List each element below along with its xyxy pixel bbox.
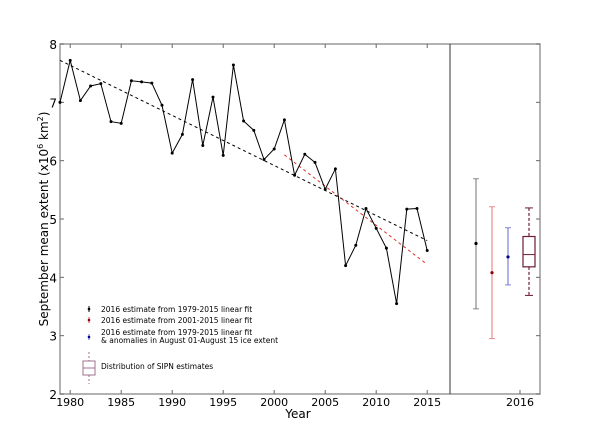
legend-label-3b: & anomalies in August 01-August 15 ice e… xyxy=(101,336,278,345)
x-tick-label: 2000 xyxy=(260,396,288,409)
y-tick-label: 6 xyxy=(49,155,57,169)
data-point xyxy=(78,99,82,103)
data-point xyxy=(221,153,225,157)
data-point xyxy=(374,226,378,230)
data-point xyxy=(58,100,62,104)
data-point xyxy=(129,79,133,83)
data-point xyxy=(201,144,205,147)
data-point xyxy=(323,187,327,191)
axes: 1980 1985 1990 1995 2000 2005 2010 2015 2 3 4 5 6 7 8 2… xyxy=(49,38,541,409)
legend-marker-2 xyxy=(87,318,91,322)
data-point xyxy=(282,118,286,122)
data-point xyxy=(242,119,246,123)
panel-2016 xyxy=(473,178,536,340)
data-point xyxy=(191,78,195,82)
fit-line-2 xyxy=(284,154,428,265)
legend-label-4: Distribution of SIPN estimates xyxy=(101,362,213,371)
estimate-marker-2 xyxy=(490,271,494,275)
data-point xyxy=(160,103,164,107)
data-point xyxy=(68,58,72,62)
data-point xyxy=(415,207,419,210)
legend-label-2: 2016 estimate from 2001-2015 linear fit xyxy=(101,316,252,325)
x-tick-label: 1995 xyxy=(209,396,237,409)
legend-label-1: 2016 estimate from 1979-2015 linear fit xyxy=(101,305,252,314)
sipn-box xyxy=(522,235,536,268)
x-tick-label: 2015 xyxy=(413,396,441,409)
x-tick-label: 1990 xyxy=(158,396,186,409)
data-point xyxy=(150,81,154,85)
x-tick-label: 2010 xyxy=(362,396,390,409)
x-tick-label: 1980 xyxy=(56,396,84,409)
y-tick-label: 4 xyxy=(49,271,57,285)
observed-line xyxy=(59,60,428,304)
observed-series xyxy=(58,58,429,306)
data-point xyxy=(344,264,348,268)
data-point xyxy=(211,95,215,99)
data-point xyxy=(272,147,276,151)
y-axis-label: September mean extent (x106 km2) xyxy=(36,112,51,327)
data-point xyxy=(262,158,266,161)
trend-lines xyxy=(59,59,428,265)
data-point xyxy=(89,84,93,88)
data-point xyxy=(252,128,256,132)
y-tick-label: 3 xyxy=(49,330,57,344)
data-point xyxy=(425,249,429,252)
data-point xyxy=(395,302,399,306)
data-point xyxy=(364,207,368,210)
estimate-marker-1 xyxy=(474,241,478,246)
data-point xyxy=(405,207,409,211)
legend: 2016 estimate from 1979-2015 linear fit … xyxy=(82,305,278,384)
data-point xyxy=(293,173,297,177)
data-point xyxy=(313,160,317,164)
y-tick-label: 7 xyxy=(49,96,57,110)
data-point xyxy=(180,132,184,136)
data-point xyxy=(119,121,123,125)
fit-line-1 xyxy=(59,59,428,242)
x-tick-label: 2005 xyxy=(311,396,339,409)
data-point xyxy=(333,167,337,171)
data-point xyxy=(231,63,235,67)
data-point xyxy=(170,151,174,155)
estimate-marker-3 xyxy=(506,255,510,259)
data-point xyxy=(384,246,388,250)
x-axis-label: Year xyxy=(284,407,310,421)
data-point xyxy=(354,243,358,247)
legend-label-3a: 2016 estimate from 1979-2015 linear fit xyxy=(101,328,252,337)
legend-marker-1 xyxy=(87,307,91,311)
legend-marker-3 xyxy=(87,335,91,339)
data-point xyxy=(99,82,103,86)
data-point xyxy=(140,80,144,84)
data-point xyxy=(303,152,307,156)
panel-tick-label: 2016 xyxy=(506,396,534,409)
y-tick-label: 5 xyxy=(49,213,57,227)
data-point xyxy=(109,120,113,124)
y-tick-label: 2 xyxy=(49,388,57,402)
x-tick-label: 1985 xyxy=(107,396,135,409)
y-tick-label: 8 xyxy=(49,38,57,52)
